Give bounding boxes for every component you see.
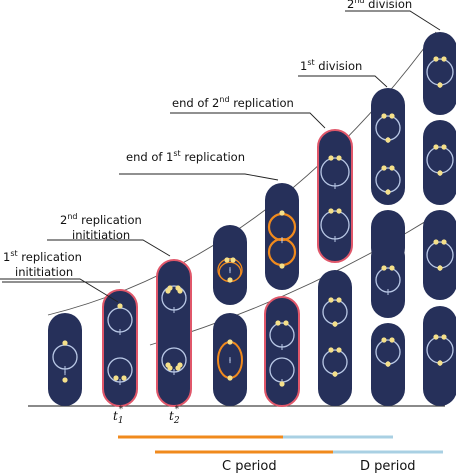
chromosome-col7-1b-origin-dot xyxy=(381,165,387,171)
chromosome-col4-top-dots-origin-dot xyxy=(224,257,230,263)
chromosome-col6-top-a-origin-dot xyxy=(328,155,334,161)
cell-col8-3 xyxy=(423,210,456,300)
chromosome-col2-a-origin-dot xyxy=(117,303,123,309)
cell-col5-bottom xyxy=(264,296,300,407)
chromosome-col3-b-origin-dot xyxy=(165,362,171,368)
chromosome-col2-b-origin-dot xyxy=(113,375,119,381)
chromosome-col6-bottom-b-origin-dot xyxy=(332,371,338,377)
label-1st-replication-initiation: 1st replication xyxy=(3,249,82,264)
c-period-label: C period xyxy=(222,459,277,474)
chromosome-col5-bottom-b-origin-dot xyxy=(279,381,285,387)
cells-group xyxy=(48,32,456,407)
cell-col2 xyxy=(102,289,138,407)
cell-col5-top xyxy=(265,183,299,290)
chromosome-col5-top-dots-origin-dot xyxy=(279,263,285,269)
chromosome-col5-top-dots-origin-dot xyxy=(279,210,285,216)
chromosome-col5-bottom-a-origin-dot xyxy=(283,320,289,326)
label-2nd-replication-initiation-line2: inititiation xyxy=(72,228,130,242)
chromosome-col8-1-origin-dot xyxy=(433,56,439,62)
chromosome-col8-3-origin-dot xyxy=(437,265,443,271)
chromosome-col8-4-origin-dot xyxy=(441,334,447,340)
cell-col8-2 xyxy=(423,120,456,205)
chromosome-col7-1b-origin-dot xyxy=(385,189,391,195)
leader-lines xyxy=(0,10,441,303)
d-period-label: D period xyxy=(360,459,416,474)
chromosome-col6-bottom-a-origin-dot xyxy=(332,321,338,327)
cell-col1 xyxy=(48,313,82,406)
chromosome-col8-2-origin-dot xyxy=(441,144,447,150)
chromosome-col3-b-origin-dot xyxy=(177,362,183,368)
chromosome-col6-top-b-origin-dot xyxy=(336,208,342,214)
chromosome-col6-bottom-a-origin-dot xyxy=(336,297,342,303)
chromosome-col8-4-origin-dot xyxy=(433,334,439,340)
chromosome-col7-3-origin-dot xyxy=(389,265,395,271)
chromosome-col4-top-dots-origin-dot xyxy=(227,277,233,283)
cell-col6-bottom xyxy=(318,270,352,406)
chromosome-col7-1-origin-dot xyxy=(389,113,395,119)
chromosome-col8-3-origin-dot xyxy=(433,239,439,245)
chromosome-col6-bottom-a-origin-dot xyxy=(328,297,334,303)
chromosome-col8-4-origin-dot xyxy=(437,360,443,366)
chromosome-col8-1-origin-dot xyxy=(437,82,443,88)
chromosome-col2-b-origin-dot xyxy=(121,375,127,381)
chromosome-col7-1b-origin-dot xyxy=(389,165,395,171)
chromosome-col8-3-origin-dot xyxy=(441,239,447,245)
chromosome-col8-1-origin-dot xyxy=(441,56,447,62)
label-t2-star: t2* xyxy=(169,405,180,426)
chromosome-col8-2-origin-dot xyxy=(437,170,443,176)
chromosome-col4-bottom-dots-origin-dot xyxy=(227,375,233,381)
chromosome-col1-a-origin-dot xyxy=(62,340,68,346)
chromosome-col4-top-dots-origin-dot xyxy=(230,257,236,263)
chromosome-col7-1-origin-dot xyxy=(381,113,387,119)
cell-col8-4 xyxy=(423,306,456,406)
cell-col7-3 xyxy=(371,240,405,318)
cell-col3 xyxy=(156,259,192,407)
label-2nd-division: 2nd division xyxy=(347,0,412,11)
label-1st-replication-initiation-line2: inititiation xyxy=(15,265,73,279)
chromosome-col7-4-origin-dot xyxy=(381,337,387,343)
label-end-of-2nd-replication: end of 2nd replication xyxy=(172,95,294,110)
chromosome-col3-a-origin-dot xyxy=(165,288,171,294)
label-t1-star: t1* xyxy=(113,405,124,426)
cell-col7-1 xyxy=(371,88,405,205)
label-end-of-1st-replication: end of 1st replication xyxy=(126,149,245,164)
chromosome-col6-bottom-b-origin-dot xyxy=(328,347,334,353)
chromosome-col5-bottom-a-origin-dot xyxy=(275,320,281,326)
chromosome-col4-bottom-dots-origin-dot xyxy=(227,339,233,345)
chromosome-col8-2-origin-dot xyxy=(433,144,439,150)
chromosome-col6-top-b-origin-dot xyxy=(328,208,334,214)
cell-col8-1 xyxy=(423,32,456,115)
chromosome-col6-bottom-b-origin-dot xyxy=(336,347,342,353)
chromosome-col1-b-origin-dot xyxy=(62,377,68,383)
chromosome-col7-3-origin-dot xyxy=(381,265,387,271)
chromosome-col3-a-origin-dot xyxy=(177,288,183,294)
label-2nd-replication-initiation: 2nd replication xyxy=(60,212,142,227)
chromosome-col6-top-a-origin-dot xyxy=(336,155,342,161)
chromosome-col7-4-origin-dot xyxy=(389,337,395,343)
cell-col6-top xyxy=(317,129,353,263)
chromosome-col7-1-origin-dot xyxy=(385,137,391,143)
label-1st-division: 1st division xyxy=(300,58,362,73)
cell-col4-top xyxy=(213,225,247,305)
chromosome-col7-4-origin-dot xyxy=(385,361,391,367)
